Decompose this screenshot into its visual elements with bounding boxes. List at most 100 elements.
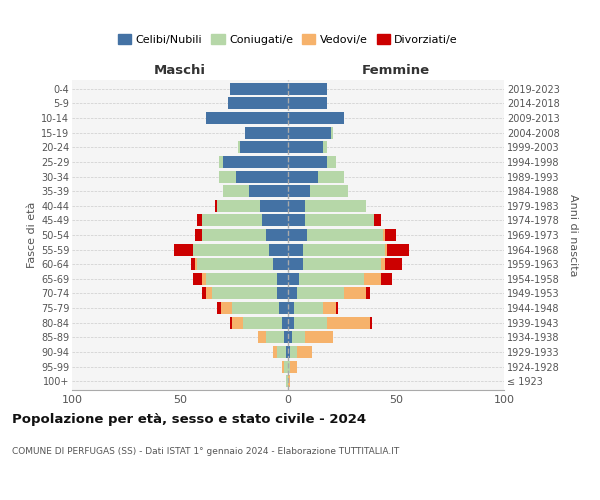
Bar [230, 316, 232, 328]
Bar [197, 214, 202, 226]
Bar [195, 258, 197, 270]
Bar [288, 98, 327, 110]
Bar [288, 214, 305, 226]
Bar [280, 302, 288, 314]
Bar [284, 360, 288, 372]
Bar [305, 332, 334, 344]
Text: Femmine: Femmine [362, 64, 430, 78]
Bar [303, 258, 381, 270]
Bar [296, 346, 312, 358]
Bar [305, 200, 366, 212]
Bar [236, 170, 288, 182]
Bar [277, 288, 288, 300]
Bar [327, 156, 335, 168]
Bar [288, 83, 327, 95]
Bar [288, 273, 299, 285]
Bar [296, 288, 344, 300]
Bar [230, 83, 288, 95]
Bar [385, 229, 396, 241]
Bar [318, 170, 344, 182]
Bar [292, 332, 305, 344]
Bar [385, 244, 388, 256]
Bar [206, 112, 288, 124]
Bar [217, 200, 260, 212]
Bar [202, 214, 262, 226]
Bar [383, 229, 385, 241]
Bar [381, 258, 385, 270]
Bar [266, 332, 284, 344]
Bar [366, 288, 370, 300]
Bar [245, 126, 288, 138]
Bar [288, 302, 295, 314]
Bar [241, 142, 288, 154]
Bar [191, 258, 195, 270]
Bar [238, 142, 241, 154]
Bar [288, 229, 307, 241]
Bar [286, 375, 288, 387]
Bar [217, 302, 221, 314]
Bar [212, 288, 277, 300]
Bar [202, 273, 206, 285]
Bar [288, 200, 305, 212]
Y-axis label: Anni di nascita: Anni di nascita [568, 194, 578, 276]
Bar [260, 200, 288, 212]
Bar [344, 288, 366, 300]
Bar [310, 185, 349, 197]
Text: Popolazione per età, sesso e stato civile - 2024: Popolazione per età, sesso e stato civil… [12, 412, 366, 426]
Bar [284, 332, 288, 344]
Bar [303, 244, 385, 256]
Bar [288, 375, 290, 387]
Bar [288, 156, 327, 168]
Bar [202, 288, 206, 300]
Bar [193, 273, 202, 285]
Bar [197, 258, 273, 270]
Bar [215, 200, 217, 212]
Bar [364, 273, 381, 285]
Bar [335, 302, 338, 314]
Bar [193, 244, 269, 256]
Bar [288, 170, 318, 182]
Bar [290, 346, 296, 358]
Bar [385, 258, 403, 270]
Bar [288, 126, 331, 138]
Bar [288, 332, 292, 344]
Bar [206, 288, 212, 300]
Bar [277, 273, 288, 285]
Bar [232, 316, 242, 328]
Bar [273, 346, 277, 358]
Bar [281, 316, 288, 328]
Bar [288, 142, 323, 154]
Bar [388, 244, 409, 256]
Legend: Celibi/Nubili, Coniugati/e, Vedovi/e, Divorziati/e: Celibi/Nubili, Coniugati/e, Vedovi/e, Di… [113, 30, 463, 50]
Bar [370, 316, 372, 328]
Bar [262, 214, 288, 226]
Bar [202, 229, 266, 241]
Bar [288, 258, 303, 270]
Bar [286, 346, 288, 358]
Bar [223, 156, 288, 168]
Bar [223, 185, 249, 197]
Bar [305, 214, 374, 226]
Bar [249, 185, 288, 197]
Bar [295, 302, 323, 314]
Y-axis label: Fasce di età: Fasce di età [26, 202, 37, 268]
Bar [173, 244, 193, 256]
Bar [266, 229, 288, 241]
Bar [288, 346, 290, 358]
Bar [242, 316, 281, 328]
Bar [273, 258, 288, 270]
Bar [381, 273, 392, 285]
Bar [221, 302, 232, 314]
Bar [195, 229, 202, 241]
Bar [299, 273, 364, 285]
Bar [323, 302, 335, 314]
Bar [288, 244, 303, 256]
Bar [307, 229, 383, 241]
Text: COMUNE DI PERFUGAS (SS) - Dati ISTAT 1° gennaio 2024 - Elaborazione TUTTITALIA.I: COMUNE DI PERFUGAS (SS) - Dati ISTAT 1° … [12, 448, 399, 456]
Bar [269, 244, 288, 256]
Bar [277, 346, 286, 358]
Bar [331, 126, 334, 138]
Text: Maschi: Maschi [154, 64, 206, 78]
Bar [288, 288, 296, 300]
Bar [281, 360, 284, 372]
